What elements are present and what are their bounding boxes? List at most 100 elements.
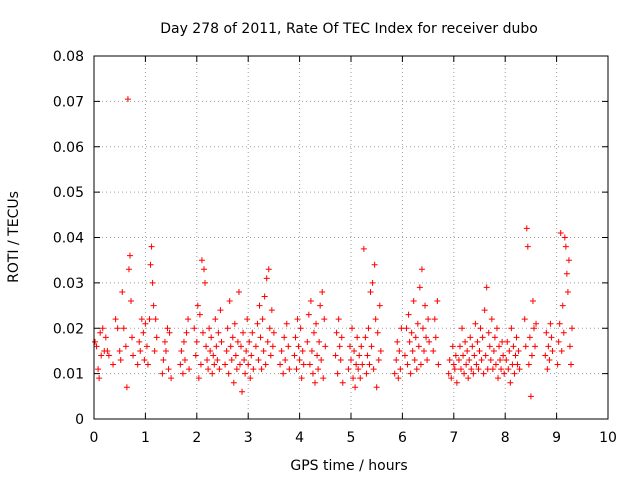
data-point — [455, 357, 462, 364]
data-point — [281, 334, 288, 341]
data-point — [505, 366, 512, 373]
data-point — [509, 361, 516, 368]
data-point — [144, 361, 151, 368]
data-point — [420, 347, 427, 354]
data-point — [367, 288, 374, 295]
x-tick-label: 7 — [449, 430, 458, 446]
data-point — [213, 343, 220, 350]
data-point — [198, 257, 205, 264]
data-point — [354, 334, 361, 341]
data-point — [352, 384, 359, 391]
data-point — [452, 352, 459, 359]
data-point — [362, 334, 369, 341]
y-tick-label: 0.04 — [53, 231, 84, 247]
data-point — [258, 366, 265, 373]
data-point — [102, 334, 109, 341]
data-point — [432, 334, 439, 341]
data-point — [138, 316, 145, 323]
data-point — [122, 343, 129, 350]
data-point — [487, 357, 494, 364]
data-point — [453, 379, 460, 386]
data-point — [140, 329, 147, 336]
data-point — [218, 338, 225, 345]
data-point — [222, 361, 229, 368]
data-point — [423, 334, 430, 341]
data-point — [260, 347, 267, 354]
data-point — [116, 347, 123, 354]
data-point — [515, 347, 522, 354]
data-point — [134, 361, 141, 368]
data-point — [543, 329, 550, 336]
data-point — [419, 325, 426, 332]
x-tick-label: 1 — [141, 430, 150, 446]
data-point — [243, 347, 250, 354]
data-point — [463, 361, 470, 368]
data-point — [391, 370, 398, 377]
data-point — [430, 347, 437, 354]
data-point — [316, 338, 323, 345]
data-point — [153, 334, 160, 341]
data-point — [510, 343, 517, 350]
data-point — [426, 338, 433, 345]
data-point — [291, 352, 298, 359]
data-point — [233, 366, 240, 373]
data-point — [546, 357, 553, 364]
data-point — [250, 366, 257, 373]
data-point — [152, 316, 159, 323]
data-point — [529, 298, 536, 305]
data-point — [177, 361, 184, 368]
data-point — [295, 343, 302, 350]
data-point — [321, 316, 328, 323]
data-point — [197, 361, 204, 368]
data-point — [283, 320, 290, 327]
data-point — [162, 347, 169, 354]
data-point — [191, 325, 198, 332]
data-point — [338, 334, 345, 341]
data-point — [305, 311, 312, 318]
data-point — [365, 325, 372, 332]
data-point — [334, 370, 341, 377]
data-point — [265, 266, 272, 273]
data-point — [474, 338, 481, 345]
y-tick-label: 0.05 — [53, 185, 84, 201]
data-point — [244, 316, 251, 323]
data-point — [466, 357, 473, 364]
data-point — [149, 279, 156, 286]
data-point — [249, 329, 256, 336]
data-point — [469, 343, 476, 350]
data-point — [307, 298, 314, 305]
data-point — [238, 343, 245, 350]
data-point — [424, 357, 431, 364]
data-point — [130, 352, 137, 359]
data-point — [335, 316, 342, 323]
data-point — [526, 334, 533, 341]
data-point — [479, 334, 486, 341]
data-point — [394, 338, 401, 345]
data-point — [374, 329, 381, 336]
data-point — [566, 343, 573, 350]
y-tick-label: 0.03 — [53, 276, 84, 292]
data-point — [124, 96, 131, 103]
data-point — [112, 316, 119, 323]
data-point — [186, 366, 193, 373]
data-point — [235, 288, 242, 295]
grid — [94, 56, 608, 419]
data-point — [396, 347, 403, 354]
data-point — [480, 370, 487, 377]
data-point — [282, 357, 289, 364]
data-point — [360, 245, 367, 252]
data-point — [304, 338, 311, 345]
data-point — [554, 361, 561, 368]
data-point — [160, 357, 167, 364]
data-point — [556, 320, 563, 327]
data-point — [180, 338, 187, 345]
data-point — [185, 316, 192, 323]
y-tick-label: 0 — [75, 412, 84, 428]
data-point — [493, 325, 500, 332]
data-point — [371, 261, 378, 268]
data-point — [393, 357, 400, 364]
data-point — [460, 352, 467, 359]
data-point — [332, 352, 339, 359]
data-point — [356, 352, 363, 359]
data-point — [416, 284, 423, 291]
